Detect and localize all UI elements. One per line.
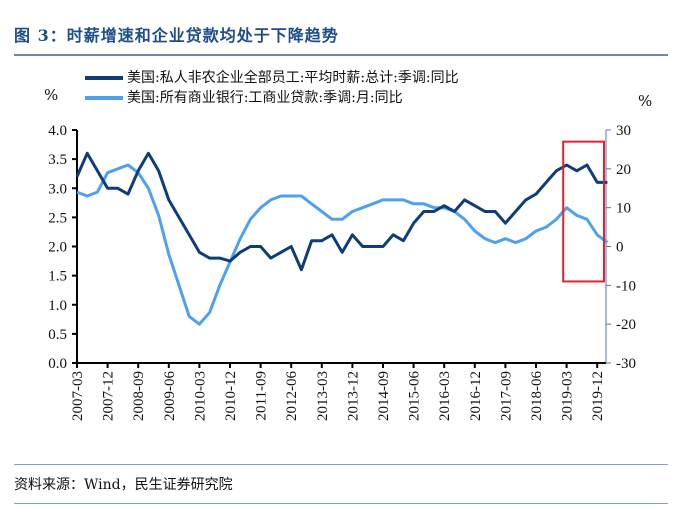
legend-swatch-wage: [85, 76, 123, 80]
x-axis-tick-label: 2014-09: [376, 371, 392, 421]
legend-swatch-loan: [85, 96, 123, 100]
x-axis-tick-label: 2010-12: [223, 371, 239, 421]
right-axis-tick-label: 0: [616, 240, 624, 256]
source-divider: [14, 464, 668, 465]
right-axis-tick-label: 20: [616, 162, 631, 178]
right-axis-tick-label: 10: [616, 201, 631, 217]
x-axis-tick-label: 2017-09: [498, 371, 514, 421]
x-axis-tick-label: 2013-12: [345, 371, 361, 421]
left-axis-unit: %: [44, 86, 59, 104]
x-axis-tick-label: 2016-12: [468, 371, 484, 421]
x-axis-tick-label: 2007-12: [101, 371, 117, 421]
right-axis-tick-label: -30: [616, 356, 636, 372]
series-line-loan: [76, 163, 609, 326]
x-axis-tick-label: 2011-09: [254, 371, 270, 420]
x-axis-tick-label: 2015-06: [407, 371, 423, 421]
legend: 美国:私人非农企业全部员工:平均时薪:总计:季调:同比 美国:所有商业银行:工商…: [85, 68, 459, 108]
right-axis-tick-label: -10: [616, 278, 636, 294]
left-axis-tick-label: 3.5: [48, 152, 67, 168]
x-axis-tick-label: 2013-03: [315, 371, 331, 421]
left-axis-tick-label: 2.0: [48, 240, 67, 256]
right-axis-tick-label: -20: [616, 317, 636, 333]
x-axis-tick-label: 2018-06: [529, 371, 545, 421]
x-axis-tick-label: 2019-12: [590, 371, 606, 421]
left-axis-tick-label: 0.0: [48, 356, 67, 372]
left-axis-tick-label: 2.5: [48, 210, 67, 226]
legend-item-wage: 美国:私人非农企业全部员工:平均时薪:总计:季调:同比: [85, 68, 459, 88]
right-axis-tick-label: 30: [616, 123, 631, 139]
x-axis-tick-label: 2019-03: [560, 371, 576, 421]
bottom-divider: [14, 503, 668, 504]
x-axis-tick-label: 2010-03: [192, 371, 208, 421]
right-axis-unit: %: [638, 92, 653, 110]
left-axis-tick-label: 1.0: [48, 298, 67, 314]
left-axis-tick-label: 3.0: [48, 181, 67, 197]
legend-label-loan: 美国:所有商业银行:工商业贷款:季调:月:同比: [127, 90, 403, 106]
legend-label-wage: 美国:私人非农企业全部员工:平均时薪:总计:季调:同比: [127, 70, 459, 86]
highlight-box: [562, 140, 606, 283]
left-axis-tick-label: 0.5: [48, 327, 67, 343]
source-note: 资料来源：Wind，民生证券研究院: [14, 477, 233, 493]
legend-item-loan: 美国:所有商业银行:工商业贷款:季调:月:同比: [85, 88, 459, 108]
left-axis-tick-label: 1.5: [48, 269, 67, 285]
x-axis-tick-label: 2007-03: [70, 371, 86, 421]
x-axis-tick-label: 2012-06: [284, 371, 300, 421]
x-axis-tick-label: 2016-03: [437, 371, 453, 421]
series-line-wage: [75, 151, 608, 272]
title-divider: [14, 54, 668, 56]
left-axis-tick-label: 4.0: [48, 123, 67, 139]
x-axis-tick-label: 2008-09: [131, 371, 147, 421]
x-axis-tick-label: 2009-06: [162, 371, 178, 421]
figure-title: 图 3：时薪增速和企业贷款均处于下降趋势: [14, 26, 339, 45]
